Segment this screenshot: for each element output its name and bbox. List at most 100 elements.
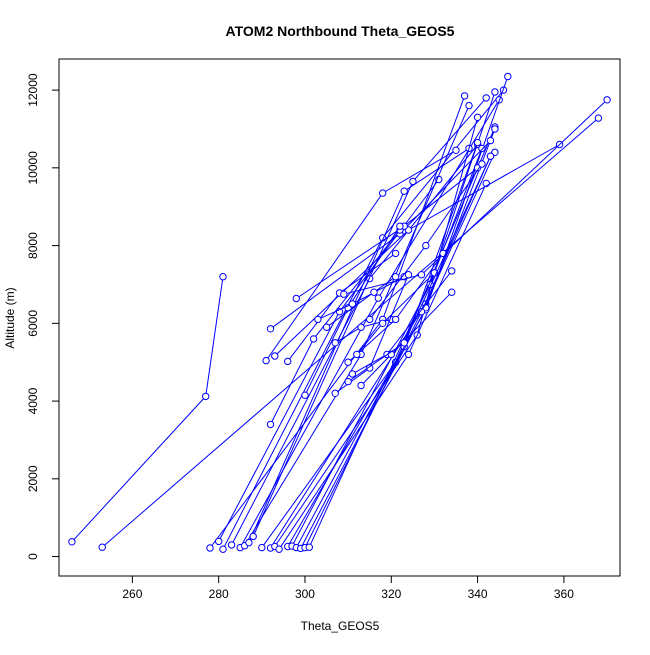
x-tick-label: 360 xyxy=(554,587,574,601)
data-point xyxy=(322,323,331,331)
data-point xyxy=(391,315,400,324)
data-point xyxy=(391,249,400,258)
data-series xyxy=(68,273,227,546)
data-point xyxy=(357,381,365,390)
chart-title: ATOM2 Northbound Theta_GEOS5 xyxy=(226,23,455,39)
data-point xyxy=(465,101,473,110)
data-point xyxy=(215,537,223,546)
data-series xyxy=(245,144,473,547)
data-series xyxy=(249,94,490,541)
x-tick-label: 280 xyxy=(209,587,229,601)
data-point xyxy=(292,294,300,303)
data-point xyxy=(284,357,292,366)
data-point xyxy=(344,377,352,386)
data-series xyxy=(301,222,404,399)
data-point xyxy=(331,389,339,397)
data-series xyxy=(262,146,460,365)
data-series xyxy=(98,114,603,551)
data-point xyxy=(478,160,486,168)
data-point xyxy=(417,271,426,279)
data-point xyxy=(348,370,357,378)
data-point xyxy=(460,92,469,100)
data-point xyxy=(491,125,499,133)
x-axis-label: Theta_GEOS5 xyxy=(301,619,380,633)
data-series xyxy=(344,152,495,386)
data-series xyxy=(353,269,439,359)
y-tick-label: 6000 xyxy=(26,310,40,337)
data-point xyxy=(379,319,387,327)
data-point xyxy=(404,271,413,279)
x-axis: 260 280 300 320 340 360 xyxy=(122,575,574,601)
data-point xyxy=(366,315,374,324)
data-point xyxy=(400,339,408,347)
data-point xyxy=(271,352,279,360)
y-axis: 0 2000 4000 6000 8000 10000 12000 xyxy=(26,73,60,560)
x-tick-label: 300 xyxy=(295,587,315,601)
data-series xyxy=(314,273,408,324)
data-point xyxy=(409,177,417,186)
data-series xyxy=(275,179,490,553)
data-series xyxy=(366,160,486,324)
data-point xyxy=(348,300,357,308)
data-point xyxy=(473,113,482,122)
data-point xyxy=(344,358,352,366)
data-point xyxy=(422,241,430,250)
data-point xyxy=(400,187,408,195)
y-tick-label: 12000 xyxy=(26,73,40,107)
data-series xyxy=(236,96,503,552)
data-point xyxy=(396,222,404,230)
data-point xyxy=(391,273,400,281)
data-series-layer xyxy=(68,72,611,553)
x-tick-label: 340 xyxy=(468,587,488,601)
data-point xyxy=(603,96,611,104)
data-point xyxy=(448,267,456,275)
data-point xyxy=(340,290,348,298)
data-point xyxy=(68,538,76,546)
data-point xyxy=(301,391,309,399)
data-point xyxy=(366,364,374,372)
data-point xyxy=(266,420,275,429)
data-point xyxy=(249,532,257,541)
data-point xyxy=(448,288,456,296)
data-point xyxy=(482,94,490,102)
data-series xyxy=(292,164,482,303)
y-tick-label: 4000 xyxy=(26,387,40,414)
data-point xyxy=(504,72,512,81)
data-point xyxy=(258,543,266,552)
data-point xyxy=(219,545,227,553)
data-point xyxy=(202,392,210,401)
data-series xyxy=(344,249,447,366)
data-point xyxy=(266,325,275,333)
data-series xyxy=(322,273,400,331)
data-point xyxy=(478,144,486,153)
data-point xyxy=(98,543,106,551)
data-point xyxy=(473,138,482,147)
data-point xyxy=(370,288,378,296)
data-point xyxy=(404,350,413,359)
data-point xyxy=(309,335,318,343)
y-tick-label: 10000 xyxy=(26,151,40,185)
y-axis-label: Altitude (m) xyxy=(3,287,17,348)
data-point xyxy=(206,544,214,552)
data-point xyxy=(491,88,499,96)
x-tick-label: 260 xyxy=(122,587,142,601)
data-point xyxy=(275,545,283,553)
x-tick-label: 320 xyxy=(381,587,401,601)
data-series xyxy=(340,96,611,298)
data-point xyxy=(379,189,387,197)
series-line xyxy=(101,117,599,548)
data-point xyxy=(245,538,253,547)
data-point xyxy=(357,323,365,331)
data-point xyxy=(314,315,322,324)
data-point xyxy=(594,114,603,122)
y-tick-label: 2000 xyxy=(26,465,40,492)
data-point xyxy=(374,294,382,302)
data-point xyxy=(353,350,361,359)
y-tick-label: 8000 xyxy=(26,232,40,259)
data-point xyxy=(486,152,495,160)
y-tick-label: 0 xyxy=(26,553,40,560)
data-point xyxy=(486,136,495,145)
data-point xyxy=(331,339,339,347)
